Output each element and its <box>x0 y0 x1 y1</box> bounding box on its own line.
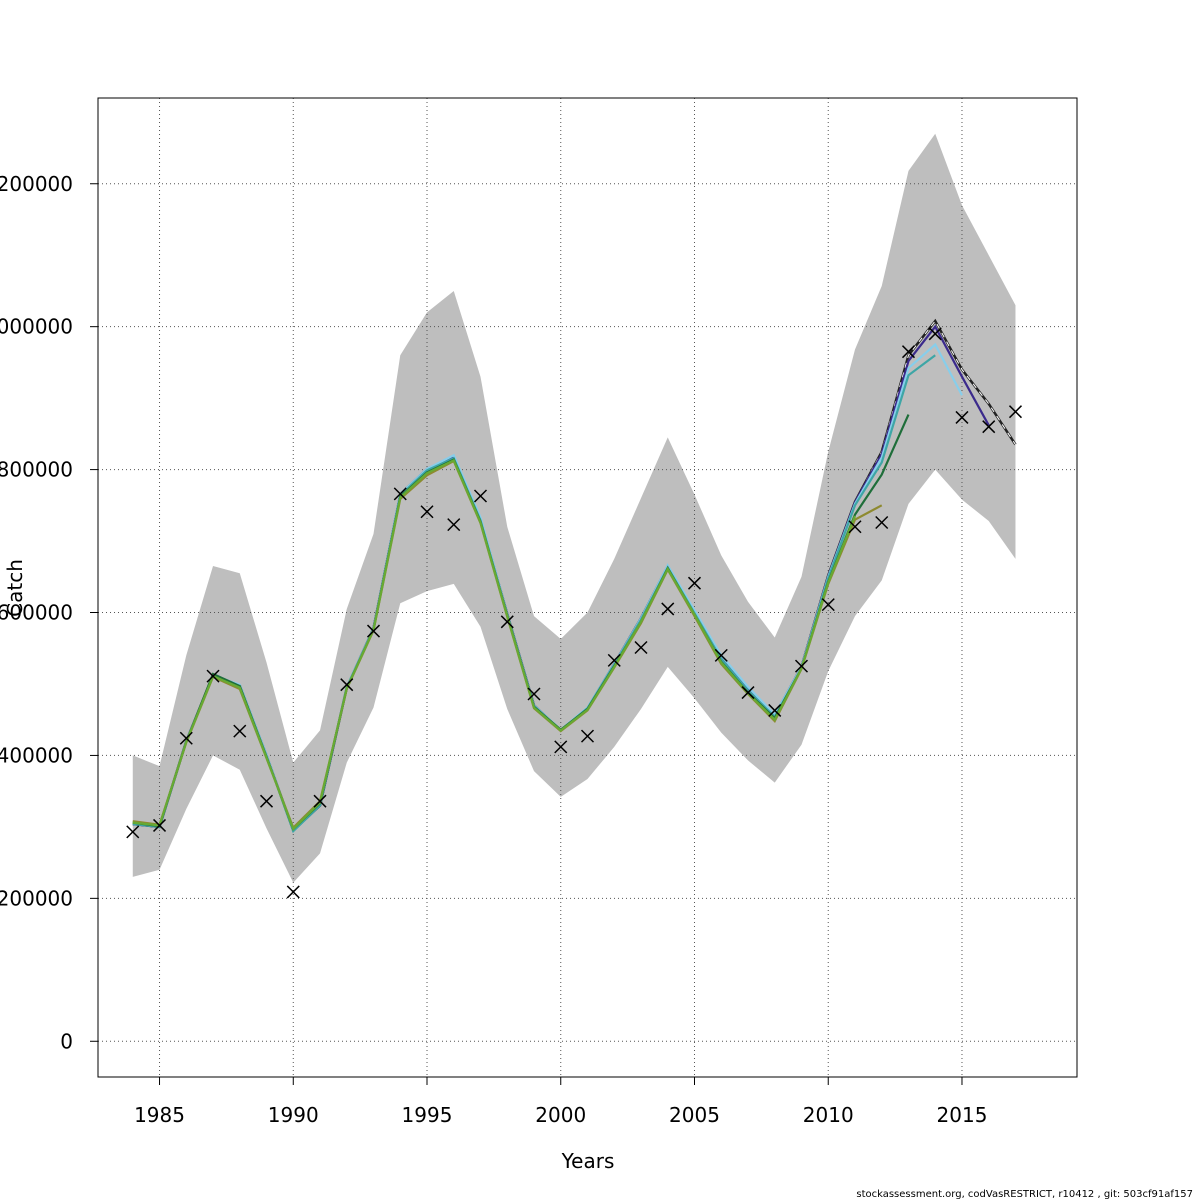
observed-point <box>661 602 675 616</box>
observed-point-stroke <box>955 410 969 424</box>
observed-point-stroke <box>447 518 461 532</box>
observed-point <box>982 420 996 434</box>
series-line <box>132 458 857 832</box>
observed-point-stroke <box>366 624 381 638</box>
observed-point <box>393 487 407 501</box>
observed-point-stroke <box>420 505 434 519</box>
observed-point-stroke <box>768 703 782 717</box>
observed-point-stroke <box>554 740 568 754</box>
observed-point <box>634 640 648 655</box>
observed-point <box>821 598 835 612</box>
observed-point <box>447 518 461 532</box>
y-tick-label: 0 <box>60 1029 73 1053</box>
observed-point-stroke <box>233 724 247 738</box>
observed-point-stroke <box>687 576 702 590</box>
observed-point-stroke <box>580 729 595 743</box>
observed-point-stroke <box>982 420 996 434</box>
observed-point-stroke <box>152 818 167 832</box>
observed-point-stroke <box>607 653 621 667</box>
observed-point <box>152 818 167 832</box>
plot-frame <box>97 97 1078 1078</box>
y-tick-label: 600000 <box>0 601 73 625</box>
observed-point <box>313 794 327 808</box>
observed-point-stroke <box>794 659 809 673</box>
observed-point <box>179 731 193 745</box>
observed-point <box>768 703 782 717</box>
x-axis-title: Years <box>561 1149 615 1173</box>
observed-point <box>1008 405 1023 419</box>
observed-point <box>554 740 568 754</box>
observed-point <box>580 729 595 743</box>
observed-point <box>607 653 621 667</box>
x-tick-label: 2010 <box>803 1103 854 1127</box>
observed-point <box>848 520 862 534</box>
x-tick-label: 1995 <box>402 1103 453 1127</box>
observed-point <box>527 687 541 701</box>
observed-point <box>500 615 514 629</box>
x-tick-label: 1990 <box>268 1103 319 1127</box>
observed-point-stroke <box>875 515 889 530</box>
y-axis-title: Catch <box>3 559 27 617</box>
y-tick-label: 200000 <box>0 886 73 910</box>
observed-point <box>126 825 140 839</box>
observed-point <box>928 327 942 341</box>
observed-point-stroke <box>500 615 514 629</box>
observed-point <box>741 686 755 700</box>
observed-point <box>420 505 434 519</box>
observed-point <box>687 576 702 590</box>
observed-catch-layer <box>126 327 1023 899</box>
observed-point-stroke <box>714 648 728 662</box>
observed-point-stroke <box>527 687 541 701</box>
observed-point <box>233 724 247 738</box>
observed-point-stroke <box>928 327 942 341</box>
y-tick-label: 400000 <box>0 743 73 767</box>
observed-point-stroke <box>126 825 140 839</box>
observed-point <box>875 515 889 530</box>
observed-point-stroke <box>901 345 916 359</box>
observed-point-stroke <box>821 598 835 612</box>
y-tick-label: 800000 <box>0 458 73 482</box>
observed-point-stroke <box>286 885 300 899</box>
observed-point-stroke <box>179 731 193 745</box>
observed-point-stroke <box>741 686 755 700</box>
confidence-band-layer <box>132 133 1016 883</box>
observed-point <box>286 885 300 899</box>
observed-point-stroke <box>259 794 274 808</box>
observed-point <box>794 659 809 673</box>
y-tick-label: 1000000 <box>0 315 73 339</box>
x-tick-label: 2015 <box>937 1103 988 1127</box>
observed-point-stroke <box>393 487 407 501</box>
tick-layer: 1985 1990 1995 2000 2005 2010 2015 0 200000 40000… <box>0 172 987 1127</box>
observed-point-stroke <box>473 489 488 503</box>
observed-point <box>340 678 354 692</box>
observed-point-stroke <box>634 640 648 655</box>
observed-point-stroke <box>661 602 675 616</box>
observed-point-stroke <box>1008 405 1023 419</box>
y-tick-label: 1200000 <box>0 172 73 196</box>
observed-point <box>901 345 916 359</box>
footnote: stockassessment.org, codVasRESTRICT, r10… <box>856 1189 1193 1200</box>
observed-point <box>206 669 220 683</box>
x-tick-label: 1985 <box>134 1103 185 1127</box>
observed-point <box>473 489 488 503</box>
observed-point-stroke <box>848 520 862 534</box>
observed-point <box>366 624 381 638</box>
observed-point <box>714 648 728 662</box>
observed-point <box>259 794 274 808</box>
observed-point-stroke <box>206 669 220 683</box>
confidence-band <box>132 133 1016 883</box>
series-layer <box>132 318 1017 834</box>
observed-point <box>955 410 969 424</box>
x-tick-label: 2000 <box>535 1103 586 1127</box>
observed-point-stroke <box>313 794 327 808</box>
x-tick-label: 2005 <box>669 1103 720 1127</box>
observed-point-stroke <box>340 678 354 692</box>
